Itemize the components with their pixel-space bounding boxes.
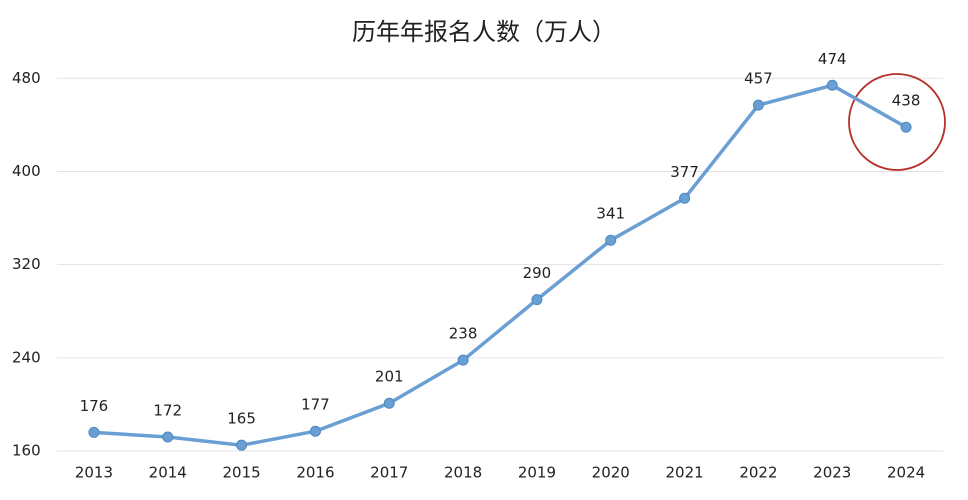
data-label: 172 — [153, 402, 182, 420]
data-point — [679, 192, 691, 204]
data-point — [162, 431, 174, 443]
data-label: 165 — [227, 410, 256, 428]
data-label: 377 — [670, 163, 699, 181]
data-label: 457 — [744, 70, 773, 88]
data-label: 176 — [80, 397, 109, 415]
y-tick-label: 480 — [12, 69, 41, 87]
data-point — [826, 79, 838, 91]
data-point — [457, 354, 469, 366]
x-tick-label: 2023 — [813, 464, 851, 482]
x-tick-label: 2019 — [518, 464, 556, 482]
data-label: 341 — [596, 205, 625, 223]
y-tick-label: 160 — [12, 442, 41, 460]
data-line — [93, 83, 907, 447]
x-tick-label: 2015 — [222, 464, 260, 482]
data-point — [383, 397, 395, 409]
y-tick-label: 320 — [12, 255, 41, 273]
data-label: 238 — [449, 325, 478, 343]
data-point — [309, 425, 321, 437]
x-tick-label: 2018 — [444, 464, 482, 482]
data-label: 177 — [301, 396, 330, 414]
data-point — [88, 426, 100, 438]
x-tick-label: 2013 — [75, 464, 113, 482]
data-point — [531, 294, 543, 306]
x-tick-label: 2021 — [665, 464, 703, 482]
data-point — [900, 121, 912, 133]
data-point — [605, 234, 617, 246]
data-label: 201 — [375, 368, 404, 386]
x-tick-label: 2017 — [370, 464, 408, 482]
data-label: 290 — [523, 264, 552, 282]
y-tick-label: 240 — [12, 348, 41, 366]
data-label: 474 — [818, 50, 847, 68]
chart-title: 历年年报名人数（万人） — [352, 18, 616, 46]
x-tick-label: 2014 — [149, 464, 187, 482]
x-tick-label: 2022 — [739, 464, 777, 482]
x-tick-label: 2020 — [592, 464, 630, 482]
y-tick-label: 400 — [12, 162, 41, 180]
data-label: 438 — [892, 92, 921, 110]
highlight-circle — [848, 73, 946, 171]
data-point — [752, 99, 764, 111]
x-tick-label: 2024 — [887, 464, 925, 482]
data-point — [236, 439, 248, 451]
x-tick-label: 2016 — [296, 464, 334, 482]
